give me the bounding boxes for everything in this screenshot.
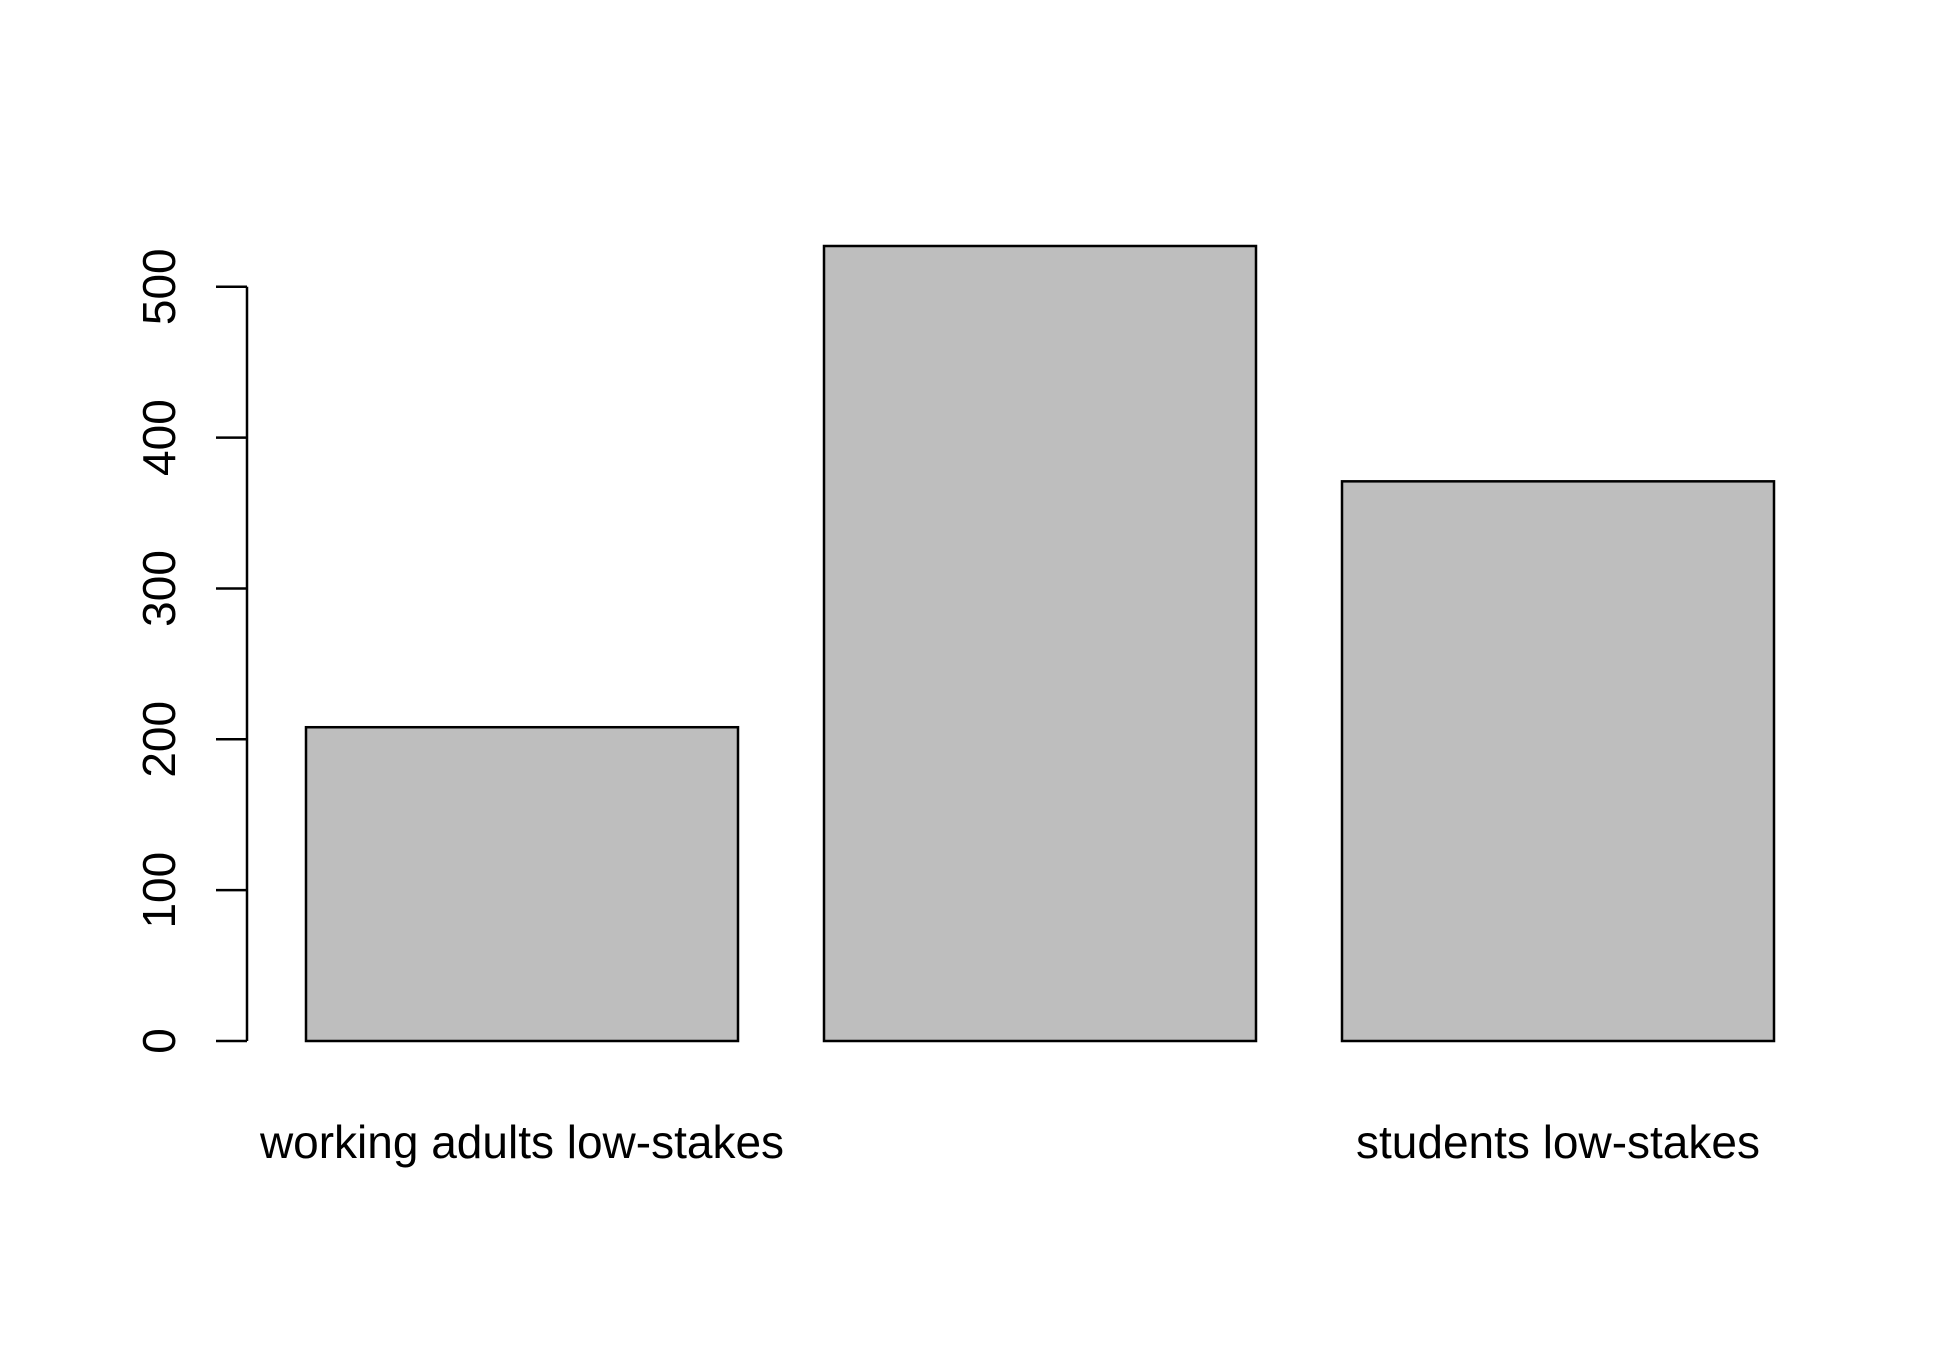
bars xyxy=(304,244,1776,1043)
x-axis-labels: working adults low-stakes students low-st… xyxy=(259,1116,1760,1168)
x-category-label-0: working adults low-stakes xyxy=(259,1116,784,1168)
y-axis: 0 100 200 300 400 500 xyxy=(133,248,249,1054)
x-category-label-2: students low-stakes xyxy=(1356,1116,1760,1168)
y-tick-label-500: 500 xyxy=(133,248,185,325)
y-tick-label-100: 100 xyxy=(133,852,185,929)
y-tick-label-400: 400 xyxy=(133,399,185,476)
y-tick-label-0: 0 xyxy=(133,1028,185,1054)
bar-0 xyxy=(304,725,740,1043)
y-tick-label-200: 200 xyxy=(133,701,185,778)
bar-1 xyxy=(822,244,1258,1043)
bar-2 xyxy=(1340,480,1776,1043)
y-tick-label-300: 300 xyxy=(133,550,185,627)
